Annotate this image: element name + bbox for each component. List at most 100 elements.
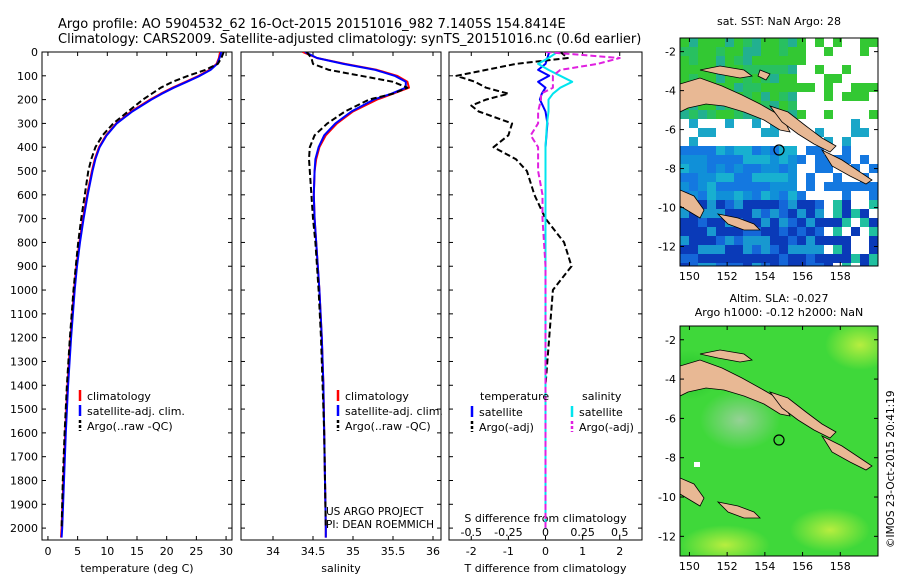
sla-map-title: Altim. SLA: -0.027 [729, 292, 828, 305]
sst-cell [680, 65, 689, 74]
sst-cell [842, 146, 851, 155]
sst-cell [698, 164, 707, 173]
sal-series-group [302, 52, 410, 538]
sst-cell [860, 47, 869, 56]
sst-cell [761, 173, 770, 182]
sst-cell [797, 245, 806, 254]
sst-cell [869, 38, 878, 47]
sst-cell [788, 83, 797, 92]
sst-cell [761, 155, 770, 164]
sst-cell [725, 182, 734, 191]
sst-cell [743, 146, 752, 155]
sst-cell [851, 227, 860, 236]
sst-cell [779, 38, 788, 47]
sst-cell [779, 263, 788, 266]
sst-cell [698, 236, 707, 245]
sst-cell [788, 74, 797, 83]
sst-cell [743, 236, 752, 245]
sst-cell [770, 74, 779, 83]
depth-tick-label: 800 [17, 236, 38, 249]
sst-cell [734, 263, 743, 266]
sst-cell [842, 92, 851, 101]
sst-cell [725, 110, 734, 119]
sst-cell [779, 65, 788, 74]
sst-cell [761, 92, 770, 101]
sst-cell [815, 38, 824, 47]
depth-tick-label: 1600 [10, 427, 38, 440]
sst-cell [752, 209, 761, 218]
sst-cell [824, 182, 833, 191]
sst-cell [869, 83, 878, 92]
sst-cell [842, 155, 851, 164]
map-ytick-label: -12 [658, 241, 676, 254]
sst-cell [770, 164, 779, 173]
sst-cell [779, 236, 788, 245]
sst-cell [869, 191, 878, 200]
sst-cell [770, 92, 779, 101]
sst-cell [734, 209, 743, 218]
sst-cell [869, 227, 878, 236]
sst-cell [725, 254, 734, 263]
sst-cell [770, 218, 779, 227]
sst-cell [689, 110, 698, 119]
sst-cell [770, 128, 779, 137]
sst-cell [815, 227, 824, 236]
sst-cell [779, 218, 788, 227]
sal-legend-label: satellite-adj. clim. [345, 405, 443, 418]
sst-cell [752, 173, 761, 182]
diff-top-tick-label: -0.25 [494, 526, 522, 539]
sst-cell [797, 236, 806, 245]
sst-cell [815, 155, 824, 164]
sst-cell [707, 47, 716, 56]
sst-cell [788, 110, 797, 119]
sst-cell [689, 245, 698, 254]
sst-cell [869, 164, 878, 173]
sal-xtick-label: 34 [266, 545, 280, 558]
sst-cell [761, 38, 770, 47]
sst-cell [680, 245, 689, 254]
sla-map: Altim. SLA: -0.027 Argo h1000: -0.12 h20… [658, 292, 879, 573]
sst-cell [725, 236, 734, 245]
sst-cell [860, 83, 869, 92]
sst-cell [689, 65, 698, 74]
depth-tick-label: 1900 [10, 498, 38, 511]
sst-cell [752, 182, 761, 191]
sst-cell [725, 173, 734, 182]
sst-cell [689, 38, 698, 47]
sst-cell [743, 56, 752, 65]
sst-cell [788, 245, 797, 254]
sst-cell [716, 38, 725, 47]
sst-cell [698, 146, 707, 155]
sst-cell [806, 200, 815, 209]
sal-xtick-label: 35.5 [381, 545, 406, 558]
sst-cell [779, 173, 788, 182]
sst-cell [788, 254, 797, 263]
depth-tick-label: 1400 [10, 379, 38, 392]
sst-cell [707, 200, 716, 209]
sst-cell [716, 227, 725, 236]
sst-cell [779, 47, 788, 56]
sst-cell [734, 56, 743, 65]
sst-cell [860, 38, 869, 47]
sst-cell [824, 83, 833, 92]
sst-cell [788, 146, 797, 155]
sst-cell [824, 47, 833, 56]
sst-cell [689, 263, 698, 266]
sst-cell [761, 227, 770, 236]
sal-xtick-label: 35 [346, 545, 360, 558]
project-line-1: US ARGO PROJECT [326, 506, 424, 518]
sst-cell [734, 182, 743, 191]
sst-cell [743, 164, 752, 173]
sst-cell [797, 83, 806, 92]
project-line-2: PI: DEAN ROEMMICH [326, 519, 434, 531]
sla-map-frame [679, 325, 879, 557]
depth-tick-label: 0 [31, 46, 38, 59]
sst-cell [707, 245, 716, 254]
sst-cell [779, 182, 788, 191]
sst-cell [689, 236, 698, 245]
sst-cell [734, 155, 743, 164]
sst-cell [698, 173, 707, 182]
sal-legend-label: Argo(..raw -QC) [345, 420, 431, 433]
sst-cell [761, 101, 770, 110]
sst-cell [833, 245, 842, 254]
